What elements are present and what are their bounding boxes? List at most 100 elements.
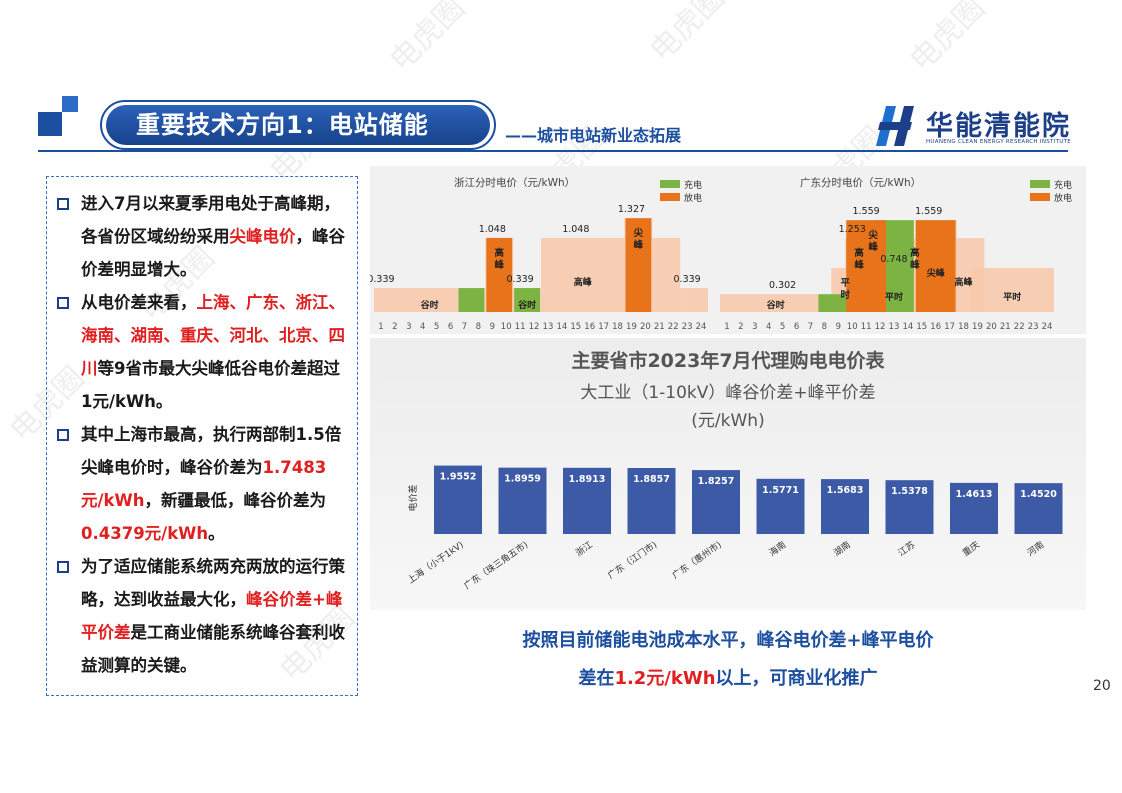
segment-label-char: 尖 — [634, 227, 644, 239]
province-bar — [950, 482, 998, 534]
x-tick-label: 23 — [1028, 322, 1039, 332]
bar-value-label: 1.4520 — [1020, 489, 1057, 500]
category-label: 广东（惠州市) — [670, 539, 724, 582]
bar-value-label: 1.5683 — [827, 485, 864, 496]
x-tick-label: 3 — [406, 322, 411, 332]
x-tick-label: 18 — [958, 322, 969, 332]
legend-swatch — [1030, 180, 1050, 188]
x-tick-label: 10 — [501, 322, 512, 332]
province-bar — [821, 479, 869, 534]
page-title: 重要技术方向1：电站储能 — [106, 105, 490, 145]
footer-text: 差在 — [578, 668, 615, 689]
province-bar — [885, 480, 934, 534]
x-tick-label: 15 — [916, 322, 927, 332]
bullet-text: 。 — [208, 524, 225, 543]
x-tick-label: 21 — [654, 322, 665, 332]
discharge-bar — [486, 237, 513, 312]
bullet-highlight-text: 峰谷价差+峰平价差 — [81, 590, 343, 642]
legend-label: 放电 — [684, 192, 702, 204]
x-tick-label: 24 — [1042, 322, 1053, 332]
x-tick-label: 3 — [752, 322, 757, 332]
header-title-pill: 重要技术方向1：电站储能 — [100, 100, 496, 150]
time-of-use-price-charts: 浙江分时电价（元/kWh） 充电 放电 谷时高峰谷时 高峰尖峰 0.339 1.048 0.3… — [370, 166, 1086, 334]
segment-label-char: 尖 — [868, 229, 878, 241]
segment-label-char: 峰 — [910, 259, 920, 271]
bullet-text: 是工商业储能系统峰谷套利收益测算的关键。 — [81, 623, 345, 675]
value-label: 1.327 — [618, 204, 645, 215]
legend-label: 放电 — [1054, 192, 1072, 204]
x-tick-label: 1 — [378, 322, 383, 332]
logo-icon — [876, 106, 914, 146]
segment-label: 高峰 — [955, 276, 974, 288]
segment-label-char: 高 — [494, 247, 504, 259]
segment-label-char: 峰 — [634, 239, 644, 251]
province-bar — [434, 465, 482, 534]
page-number: 20 — [1093, 678, 1111, 694]
bullet-text: 为了适应储能系统两充两放的运行策略，达到收益最大化， — [81, 557, 345, 609]
x-tick-label: 9 — [490, 322, 495, 332]
x-tick-label: 24 — [696, 322, 707, 332]
page-subtitle: ——城市电站新业态拓展 — [505, 126, 682, 145]
x-tick-label: 15 — [570, 322, 581, 332]
x-tick-label: 4 — [766, 322, 771, 332]
category-label: 浙江 — [573, 539, 595, 559]
segment-label-char: 平 — [840, 278, 850, 289]
province-bar — [756, 478, 805, 534]
province-bar — [627, 468, 676, 534]
chart-subtitle: 大工业（1-10kV）峰谷价差+峰平价差 — [580, 383, 876, 403]
x-tick-label: 8 — [476, 322, 481, 332]
category-label: 湖南 — [831, 539, 853, 559]
x-tick-label: 16 — [584, 322, 595, 332]
x-tick-label: 20 — [640, 322, 651, 332]
value-label: 0.339 — [674, 274, 701, 285]
header-square-decoration — [38, 112, 62, 136]
bullet-highlight-text: 尖峰电价 — [229, 227, 296, 246]
charge-bar — [514, 288, 540, 312]
segment-label-char: 峰 — [854, 259, 864, 271]
segment-label-char: 高 — [854, 247, 864, 259]
x-tick-label: 11 — [515, 322, 526, 332]
segment-label-char: 时 — [840, 289, 850, 301]
x-tick-label: 1 — [724, 322, 729, 332]
segment-label: 平时 — [885, 291, 903, 303]
bullet-item: 从电价差来看，上海、广东、浙江、海南、湖南、重庆、河北、北京、四川等9省市最大尖… — [55, 286, 351, 418]
price-segment — [970, 267, 1054, 312]
price-segment — [652, 237, 681, 312]
x-tick-label: 11 — [861, 322, 872, 332]
charge-bar — [458, 288, 485, 312]
price-segment — [720, 294, 832, 312]
x-tick-label: 13 — [889, 322, 900, 332]
price-segment — [374, 288, 486, 312]
bar-value-label: 1.8959 — [504, 474, 541, 485]
footer-conclusion-line2: 差在1.2元/kWh以上，可商业化推广 — [370, 664, 1086, 690]
province-bar — [692, 470, 740, 534]
segment-label-char: 峰 — [494, 259, 504, 271]
bar-value-label: 1.9552 — [440, 472, 477, 483]
category-label: 广东（江门市) — [605, 539, 659, 582]
value-label: 0.302 — [769, 280, 796, 291]
guangdong-price-chart: 广东分时电价（元/kWh） 充电 放电 谷时平时高峰尖峰平时高峰尖峰 高峰 平时 0.302… — [718, 166, 1086, 334]
header-divider — [38, 150, 1068, 152]
legend-swatch — [660, 180, 680, 188]
footer-text: 以上，可商业化推广 — [715, 668, 878, 689]
value-label: 0.339 — [507, 274, 534, 285]
x-tick-label: 8 — [822, 322, 827, 332]
bullet-item: 为了适应储能系统两充两放的运行策略，达到收益最大化，峰谷价差+峰平价差是工商业储… — [55, 550, 351, 682]
x-tick-label: 12 — [529, 322, 540, 332]
logo-name: 华能清能院 — [926, 111, 1071, 142]
segment-label: 高峰 — [574, 276, 593, 288]
x-tick-label: 5 — [434, 322, 439, 332]
zhejiang-price-chart: 浙江分时电价（元/kWh） 充电 放电 谷时高峰谷时 高峰尖峰 0.339 1.048 0.3… — [370, 166, 716, 334]
bullet-text: 从电价差来看， — [81, 293, 197, 312]
x-tick-label: 19 — [972, 322, 983, 332]
province-bar-chart-svg: 电价差 1.9552 上海（小于1kV) 1.8959 广东（珠三角五市) 1.8913 浙… — [405, 465, 1063, 592]
x-tick-label: 6 — [448, 322, 453, 332]
bullet-text: ，峰谷价差明显增大。 — [81, 227, 345, 279]
x-tick-label: 13 — [543, 322, 554, 332]
segment-label-char: 高 — [910, 247, 920, 259]
category-label: 河南 — [1025, 539, 1047, 559]
logo-english: HUANENG CLEAN ENERGY RESEARCH INSTITUTE — [926, 139, 1072, 145]
bullet-text: 等9省市最大尖峰低谷电价差超过1元/kWh。 — [81, 359, 340, 411]
category-label: 重庆 — [960, 539, 982, 559]
x-tick-label: 17 — [598, 322, 609, 332]
